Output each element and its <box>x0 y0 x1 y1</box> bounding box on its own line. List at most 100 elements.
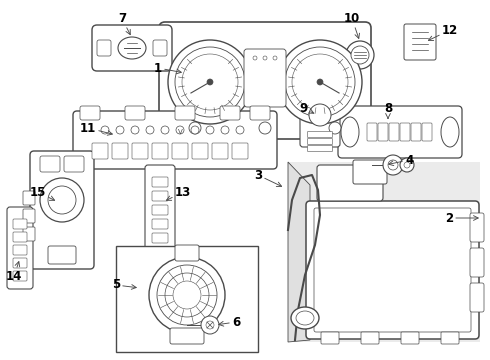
FancyBboxPatch shape <box>170 328 204 344</box>
FancyBboxPatch shape <box>404 24 436 60</box>
FancyBboxPatch shape <box>23 227 35 241</box>
Text: 9: 9 <box>300 102 314 114</box>
FancyBboxPatch shape <box>152 205 168 215</box>
Text: 14: 14 <box>6 262 22 283</box>
Circle shape <box>236 126 244 134</box>
FancyBboxPatch shape <box>159 22 371 139</box>
Circle shape <box>101 126 109 134</box>
FancyBboxPatch shape <box>13 258 27 268</box>
FancyBboxPatch shape <box>112 143 128 159</box>
Circle shape <box>259 122 271 134</box>
Text: 4: 4 <box>389 153 413 166</box>
FancyBboxPatch shape <box>378 123 388 141</box>
FancyBboxPatch shape <box>73 111 277 169</box>
FancyBboxPatch shape <box>308 131 333 138</box>
FancyBboxPatch shape <box>389 123 399 141</box>
Circle shape <box>221 126 229 134</box>
FancyBboxPatch shape <box>232 143 248 159</box>
FancyBboxPatch shape <box>470 248 484 277</box>
Circle shape <box>400 158 414 172</box>
Circle shape <box>346 41 374 69</box>
Circle shape <box>201 316 219 334</box>
FancyBboxPatch shape <box>308 139 333 144</box>
Text: 15: 15 <box>29 185 54 200</box>
Ellipse shape <box>296 311 314 325</box>
FancyBboxPatch shape <box>470 213 484 242</box>
Circle shape <box>161 126 169 134</box>
Ellipse shape <box>309 104 331 126</box>
FancyBboxPatch shape <box>422 123 432 141</box>
FancyBboxPatch shape <box>64 156 84 172</box>
Circle shape <box>116 126 124 134</box>
Text: 3: 3 <box>254 168 282 186</box>
Circle shape <box>131 126 139 134</box>
FancyBboxPatch shape <box>13 219 27 229</box>
FancyBboxPatch shape <box>13 245 27 255</box>
Circle shape <box>263 56 267 60</box>
Polygon shape <box>288 162 310 342</box>
FancyBboxPatch shape <box>48 246 76 264</box>
Circle shape <box>175 47 245 117</box>
Circle shape <box>206 321 214 329</box>
Circle shape <box>329 122 341 134</box>
FancyBboxPatch shape <box>321 332 339 344</box>
FancyBboxPatch shape <box>152 177 168 187</box>
Circle shape <box>351 46 369 64</box>
Circle shape <box>206 126 214 134</box>
FancyBboxPatch shape <box>441 332 459 344</box>
FancyBboxPatch shape <box>152 143 168 159</box>
FancyBboxPatch shape <box>314 208 471 332</box>
FancyBboxPatch shape <box>153 40 167 56</box>
Text: 11: 11 <box>80 122 112 135</box>
Circle shape <box>278 40 362 124</box>
FancyBboxPatch shape <box>152 233 168 243</box>
FancyBboxPatch shape <box>80 106 100 120</box>
Circle shape <box>292 54 348 110</box>
Circle shape <box>48 186 76 214</box>
FancyBboxPatch shape <box>13 271 27 281</box>
FancyBboxPatch shape <box>13 232 27 242</box>
Circle shape <box>146 126 154 134</box>
Text: 12: 12 <box>428 23 458 40</box>
FancyBboxPatch shape <box>175 245 199 261</box>
Circle shape <box>191 126 199 134</box>
FancyBboxPatch shape <box>92 25 172 71</box>
Circle shape <box>388 160 398 170</box>
Circle shape <box>176 126 184 134</box>
FancyBboxPatch shape <box>353 160 387 184</box>
FancyBboxPatch shape <box>145 165 175 255</box>
FancyBboxPatch shape <box>152 219 168 229</box>
Circle shape <box>285 47 355 117</box>
Text: 2: 2 <box>445 212 478 225</box>
Text: 7: 7 <box>118 12 130 35</box>
FancyBboxPatch shape <box>7 207 33 289</box>
FancyBboxPatch shape <box>125 106 145 120</box>
Text: 8: 8 <box>384 102 392 118</box>
Circle shape <box>149 257 225 333</box>
Ellipse shape <box>341 117 359 147</box>
FancyBboxPatch shape <box>23 191 35 205</box>
Circle shape <box>317 79 323 85</box>
FancyBboxPatch shape <box>132 143 148 159</box>
Text: 13: 13 <box>167 185 191 200</box>
Ellipse shape <box>291 307 319 329</box>
FancyBboxPatch shape <box>172 143 188 159</box>
FancyBboxPatch shape <box>220 106 240 120</box>
FancyBboxPatch shape <box>338 106 462 158</box>
Circle shape <box>40 178 84 222</box>
FancyBboxPatch shape <box>116 246 258 352</box>
FancyBboxPatch shape <box>401 332 419 344</box>
FancyBboxPatch shape <box>470 283 484 312</box>
FancyBboxPatch shape <box>92 143 108 159</box>
Circle shape <box>383 155 403 175</box>
FancyBboxPatch shape <box>30 151 94 269</box>
Ellipse shape <box>441 117 459 147</box>
FancyBboxPatch shape <box>175 106 195 120</box>
Circle shape <box>189 122 201 134</box>
FancyBboxPatch shape <box>361 332 379 344</box>
Text: 1: 1 <box>154 62 181 75</box>
Circle shape <box>157 265 217 325</box>
FancyBboxPatch shape <box>23 209 35 223</box>
FancyBboxPatch shape <box>40 156 60 172</box>
FancyBboxPatch shape <box>317 165 383 201</box>
